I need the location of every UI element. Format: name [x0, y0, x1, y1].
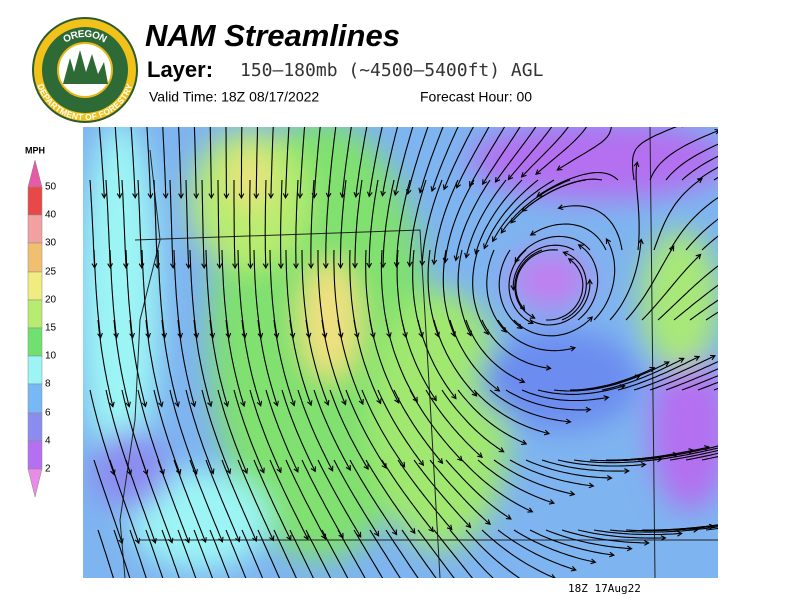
streamline-arrow — [707, 98, 712, 103]
legend-tick-label: 8 — [45, 379, 51, 390]
streamline — [706, 85, 790, 111]
streamline — [722, 514, 800, 531]
map — [80, 83, 800, 600]
legend-tick-label: 50 — [45, 182, 57, 193]
legend-tick-label: 40 — [45, 210, 57, 221]
streamline — [714, 358, 796, 390]
streamline — [722, 84, 800, 110]
streamline — [714, 143, 794, 180]
streamline-arrow — [791, 358, 796, 363]
streamline-arrow — [506, 589, 511, 594]
streamline — [241, 110, 242, 198]
streamline-arrow — [756, 517, 761, 522]
legend — [28, 160, 42, 497]
streamline-arrow — [750, 196, 755, 200]
streamline — [674, 86, 759, 110]
legend-unit: MPH — [25, 145, 45, 155]
streamline — [658, 88, 743, 110]
streamline-arrow — [785, 83, 790, 88]
streamline — [690, 85, 774, 110]
streamline-arrow — [772, 141, 777, 145]
streamline-arrow — [754, 138, 759, 142]
layer-label: Layer: — [147, 57, 213, 82]
valid-time: Valid Time: 18Z 08/17/2022 — [149, 89, 319, 105]
streamline-arrow — [775, 357, 780, 362]
streamline-arrow — [777, 276, 782, 280]
streamline-arrow — [783, 438, 788, 443]
streamline — [706, 515, 793, 530]
streamline-arrow — [719, 262, 724, 267]
streamline-arrow — [727, 189, 732, 193]
legend-tick-label: 25 — [45, 267, 57, 278]
streamline-arrow — [528, 582, 533, 586]
forecast-hour: Forecast Hour: 00 — [420, 89, 532, 105]
streamline-arrow — [751, 440, 756, 445]
footer-time: 18Z 17Aug22 — [568, 582, 641, 595]
streamline-arrow — [789, 206, 794, 210]
streamline-arrow — [788, 514, 793, 519]
streamline-arrow — [720, 443, 725, 448]
streamline-arrow — [754, 85, 759, 90]
streamline-arrow — [742, 356, 747, 360]
layer-value: 150–180mb (~4500–5400ft) AGL — [240, 60, 544, 81]
streamline-arrow — [466, 596, 471, 600]
streamline — [718, 206, 794, 250]
streamline — [722, 279, 800, 320]
logo: OREGON DEPARTMENT OF FORESTRY — [33, 18, 137, 122]
streamline-arrow — [681, 123, 686, 128]
legend-tick-label: 15 — [45, 323, 57, 334]
streamline-arrow — [740, 268, 745, 272]
streamline-arrow — [735, 134, 740, 139]
streamline — [718, 438, 800, 460]
legend-tick-label: 6 — [45, 408, 51, 419]
legend-tick-label: 2 — [45, 464, 51, 475]
streamline-arrow — [726, 355, 731, 359]
streamline-arrow — [770, 202, 775, 206]
streamline-arrow — [795, 279, 800, 283]
streamline-arrow — [741, 519, 746, 524]
streamline-arrow — [725, 521, 730, 526]
streamline-arrow — [485, 593, 490, 598]
streamline-arrow — [735, 441, 740, 446]
streamline-arrow — [759, 272, 764, 276]
legend-tick-label: 20 — [45, 295, 57, 306]
streamline-arrow — [767, 439, 772, 444]
legend-tick-label: 4 — [45, 436, 51, 447]
legend-tick-label: 30 — [45, 238, 57, 249]
streamline-arrow — [759, 356, 764, 361]
streamline-arrow — [789, 143, 794, 148]
streamline-arrow — [738, 87, 743, 92]
title: NAM Streamlines — [145, 18, 400, 53]
streamline-arrow — [723, 91, 728, 96]
streamline — [626, 99, 711, 114]
streamline-arrow — [772, 515, 777, 520]
legend-tick-label: 10 — [45, 351, 57, 362]
streamline-arrow — [770, 84, 775, 89]
streamline — [642, 92, 728, 110]
